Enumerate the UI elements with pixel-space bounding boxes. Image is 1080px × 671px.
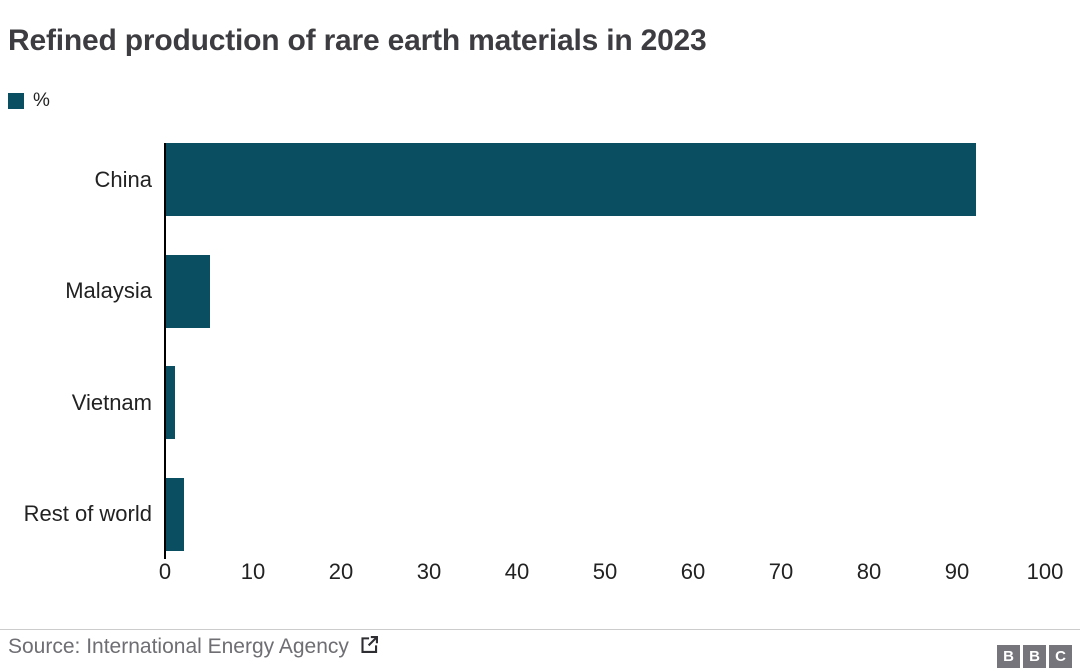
bar xyxy=(166,143,976,216)
bar xyxy=(166,477,184,551)
category-label: Vietnam xyxy=(71,389,152,415)
x-tick-label: 80 xyxy=(856,559,882,584)
bbc-logo-block: C xyxy=(1049,645,1072,668)
chart-title: Refined production of rare earth materia… xyxy=(8,24,707,57)
x-tick-label: 0 xyxy=(158,559,172,584)
bar-row: China xyxy=(0,143,1080,216)
bar-row: Vietnam xyxy=(0,366,1080,439)
x-tick-label: 40 xyxy=(504,559,530,584)
bar-row: Rest of world xyxy=(0,477,1080,551)
bbc-logo-block: B xyxy=(1023,645,1046,668)
bar xyxy=(166,366,175,439)
x-tick-label: 100 xyxy=(1026,559,1064,584)
bar-chart: China Malaysia Vietnam Rest of world 0 10 20 3… xyxy=(0,143,1080,613)
x-tick-label: 10 xyxy=(240,559,266,584)
bar xyxy=(166,254,210,328)
category-label: Malaysia xyxy=(65,278,152,303)
category-label: Rest of world xyxy=(23,501,152,526)
bar-row: Malaysia xyxy=(0,254,1080,328)
legend-swatch xyxy=(8,93,24,109)
x-tick-label: 20 xyxy=(328,559,354,584)
x-tick-label: 60 xyxy=(680,559,706,584)
external-link-icon[interactable] xyxy=(359,634,380,660)
category-label: China xyxy=(94,166,152,192)
x-tick-label: 30 xyxy=(416,559,442,584)
y-axis-line xyxy=(163,143,166,559)
bbc-logo-block: B xyxy=(997,645,1020,668)
source-attribution: Source: International Energy Agency xyxy=(8,634,380,660)
legend-label: % xyxy=(33,90,50,111)
x-tick-label: 50 xyxy=(592,559,618,584)
source-label: Source: International Energy Agency xyxy=(8,635,349,658)
x-tick-label: 70 xyxy=(768,559,794,584)
legend: % xyxy=(8,90,50,112)
footer-divider xyxy=(0,629,1080,630)
x-tick-label: 90 xyxy=(944,559,970,584)
